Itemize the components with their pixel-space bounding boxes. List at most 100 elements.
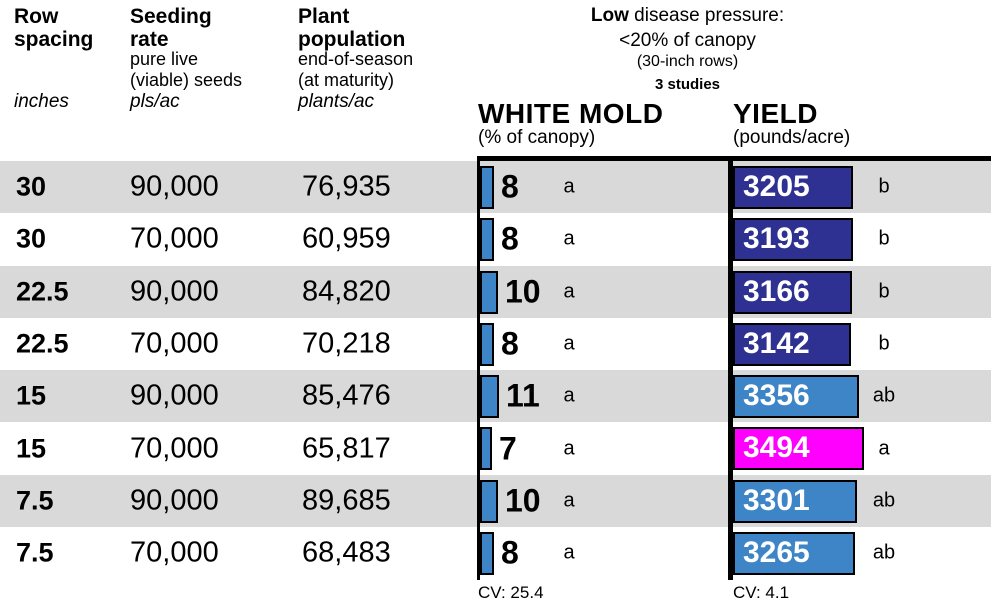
white-mold-bar [480,375,499,419]
table-row: 30 90,000 76,935 8 a 3205 b [0,161,991,214]
yield-sig-letter: ab [872,384,896,407]
seeding-rate-value: 90,000 [130,275,219,308]
plant-population-value: 84,820 [302,275,391,308]
yield-value: 3356 [743,379,810,413]
white-mold-sig-letter: a [563,541,575,564]
table-row: 22.5 90,000 84,820 10 a 3166 b [0,265,991,318]
col-header-seeding-rate: Seeding rate [130,5,212,51]
white-mold-bar [480,218,494,262]
plant-population-value: 65,817 [302,432,391,465]
unit-pls-ac: pls/ac [130,91,180,112]
row-spacing-value: 30 [16,171,47,202]
col-subheader-seeding-rate: pure live (viable) seeds [130,49,243,91]
yield-sig-letter: b [878,227,890,250]
yield-sig-letter: ab [872,489,896,512]
seeding-rate-value: 70,000 [130,536,219,569]
row-spacing-value: 30 [16,223,47,254]
white-mold-bar [480,166,494,209]
row-spacing-value: 7.5 [16,537,54,568]
white-mold-value: 7 [499,430,517,467]
white-mold-sig-letter: a [563,280,575,303]
yield-chart-subtitle: (pounds/acre) [733,127,851,148]
plant-population-value: 68,483 [302,536,391,569]
condition-line2: <20% of canopy [619,30,756,51]
yield-value: 3193 [743,222,810,256]
yield-bar: 3193 [733,218,853,262]
seeding-rate-value: 70,000 [130,222,219,255]
white-mold-chart-subtitle: (% of canopy) [478,127,596,148]
plant-population-value: 89,685 [302,484,391,517]
white-mold-value: 8 [501,168,519,205]
data-rows: 30 90,000 76,935 8 a 3205 b 30 70,000 60… [0,161,991,579]
row-spacing-value: 22.5 [16,328,69,359]
condition-line1-rest: disease pressure: [628,5,785,26]
chart-top-rule [477,156,991,161]
unit-plants-ac: plants/ac [298,91,375,112]
condition-line1-bold: Low [590,5,629,26]
yield-sig-letter: b [878,175,890,198]
white-mold-bar [480,322,494,366]
yield-bar: 3205 [733,166,853,209]
table-row: 7.5 70,000 68,483 8 a 3265 ab [0,527,991,579]
white-mold-sig-letter: a [563,175,575,198]
white-mold-sig-letter: a [563,437,575,460]
white-mold-value: 8 [501,325,519,362]
yield-bar: 3356 [733,375,859,419]
col-header-row-spacing: Row spacing [14,5,94,51]
table-row: 15 90,000 85,476 11 a 3356 ab [0,370,991,423]
seeding-rate-value: 90,000 [130,379,219,412]
yield-sig-letter: a [878,437,890,460]
table-row: 15 70,000 65,817 7 a 3494 a [0,422,991,474]
white-mold-bar [480,532,494,576]
col-header-plant-population: Plant population [298,5,406,51]
white-mold-value: 11 [506,377,540,414]
yield-axis-line [728,156,733,580]
yield-value: 3142 [743,326,810,360]
row-spacing-value: 7.5 [16,485,54,516]
plant-population-value: 85,476 [302,379,391,412]
row-spacing-value: 15 [16,433,47,464]
plant-population-value: 60,959 [302,222,391,255]
yield-bar: 3301 [733,479,857,523]
yield-chart-title: YIELD [733,98,818,129]
white-mold-bar [480,270,498,314]
col-subheader-plant-population: end-of-season (at maturity) [298,49,414,91]
white-mold-cv-label: CV: 25.4 [478,583,544,602]
yield-bar: 3265 [733,532,855,576]
yield-value: 3166 [743,274,810,308]
yield-bar: 3494 [733,427,864,471]
yield-bar: 3142 [733,322,851,366]
yield-value: 3265 [743,536,810,570]
white-mold-value: 10 [505,482,541,519]
white-mold-value: 8 [501,220,519,257]
yield-sig-letter: b [878,332,890,355]
condition-header: Low disease pressure: <20% of canopy (30… [480,5,895,93]
white-mold-chart-title: WHITE MOLD [478,98,664,129]
seeding-rate-value: 90,000 [130,170,219,203]
white-mold-sig-letter: a [563,489,575,512]
white-mold-sig-letter: a [563,332,575,355]
white-mold-sig-letter: a [563,384,575,407]
condition-line1: Low disease pressure: [480,5,895,27]
row-spacing-value: 22.5 [16,276,69,307]
seeding-rate-value: 70,000 [130,432,219,465]
table-row: 30 70,000 60,959 8 a 3193 b [0,213,991,265]
plant-population-value: 76,935 [302,170,391,203]
unit-inches: inches [14,91,69,112]
white-mold-bar [480,427,492,471]
yield-sig-letter: ab [872,541,896,564]
white-mold-value: 8 [501,534,519,571]
condition-line3: (30-inch rows) [636,53,739,70]
seeding-rate-value: 70,000 [130,327,219,360]
table-row: 7.5 90,000 89,685 10 a 3301 ab [0,474,991,528]
yield-bar: 3166 [733,270,852,314]
yield-sig-letter: b [878,280,890,303]
yield-cv-label: CV: 4.1 [733,583,790,602]
seeding-rate-value: 90,000 [130,484,219,517]
yield-value: 3494 [743,431,810,465]
white-mold-axis-line [477,156,480,580]
white-mold-sig-letter: a [563,227,575,250]
yield-value: 3205 [743,170,810,203]
white-mold-bar [480,479,498,523]
